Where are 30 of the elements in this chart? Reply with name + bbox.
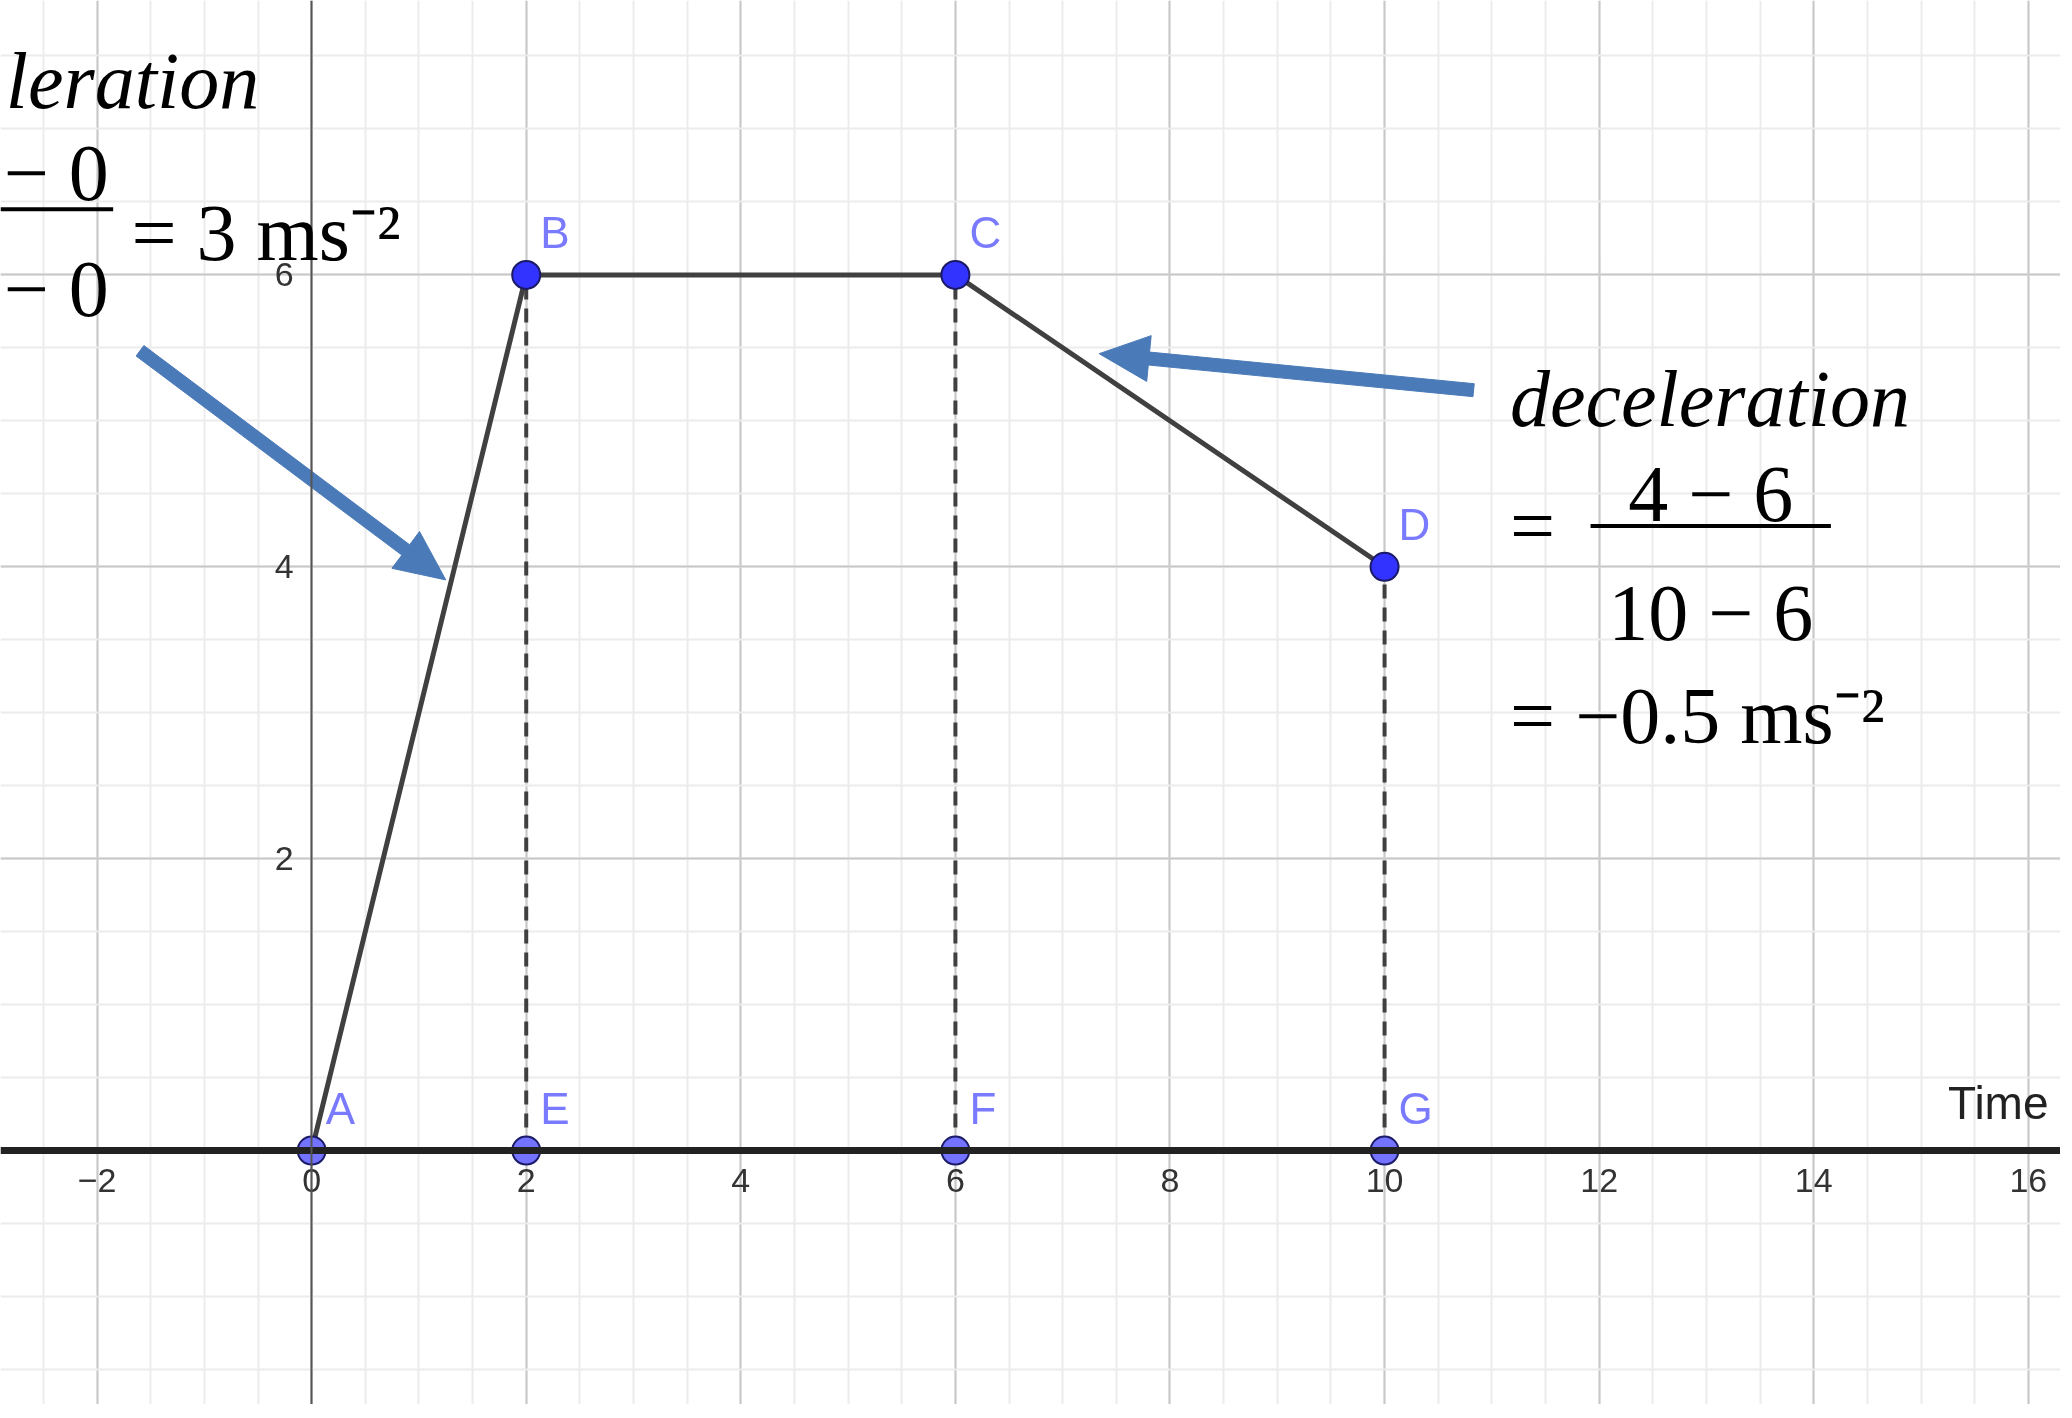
point: [1369, 551, 1400, 582]
x-tick-label: 4: [731, 1160, 751, 1199]
annotation: = −0.5 ms⁻²: [1510, 671, 1885, 760]
x-tick-label: −2: [77, 1160, 117, 1199]
annotation: deceleration: [1510, 354, 1910, 443]
point: [511, 259, 542, 290]
annotation: =: [1510, 481, 1556, 570]
x-axis-title: Time: [1947, 1076, 2049, 1129]
annotation: G: [1398, 1083, 1433, 1133]
annotation: 10 − 6: [1608, 569, 1814, 658]
point: [940, 259, 971, 290]
y-tick-label: 4: [274, 547, 294, 586]
annotation: D: [1398, 499, 1431, 549]
annotation: E: [540, 1083, 570, 1133]
annotation: F: [969, 1083, 997, 1133]
x-tick-label: 16: [2009, 1160, 2048, 1199]
annotation: − 0: [3, 245, 109, 334]
annotation: B: [540, 207, 570, 257]
x-tick-label: 12: [1580, 1160, 1619, 1199]
annotation: − 0: [3, 128, 109, 217]
annotation: C: [969, 207, 1002, 257]
x-tick-label: 8: [1160, 1160, 1180, 1199]
y-tick-label: 2: [274, 839, 294, 878]
annotation: A: [325, 1083, 356, 1133]
x-tick-label: 2: [516, 1160, 536, 1199]
annotation: 4 − 6: [1628, 449, 1794, 538]
annotation: leration: [5, 36, 260, 125]
x-tick-label: 10: [1365, 1160, 1404, 1199]
x-tick-label: 14: [1794, 1160, 1833, 1199]
x-tick-label: 6: [945, 1160, 965, 1199]
